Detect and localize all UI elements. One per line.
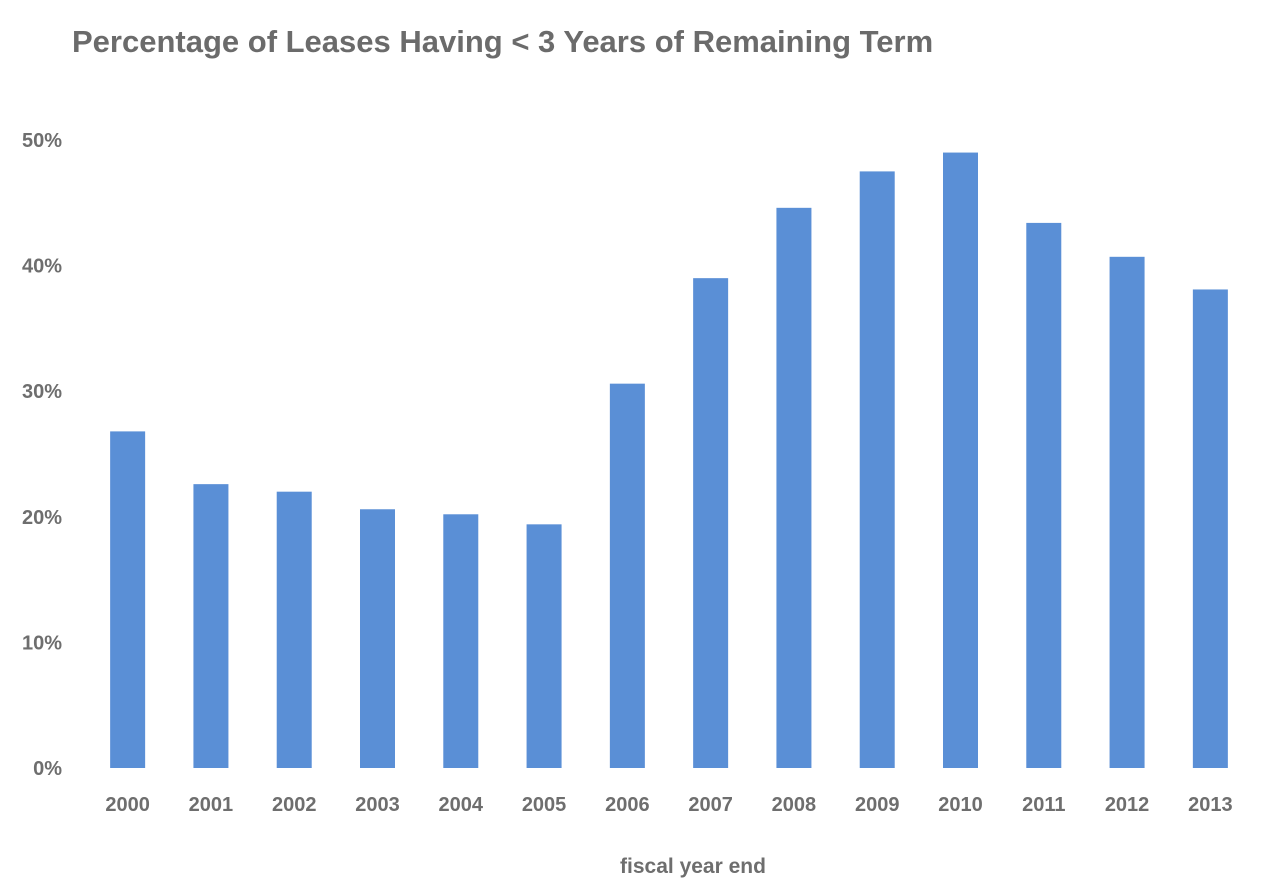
y-axis-ticks: 0% 10% 20% 30% 40% 50% <box>22 130 62 780</box>
x-tick-label: 2005 <box>522 794 567 816</box>
bar-2002 <box>276 491 312 768</box>
bar-2010 <box>943 152 978 768</box>
y-tick-label: 20% <box>22 507 62 529</box>
y-tick-label: 30% <box>22 381 62 403</box>
x-tick-label: 2001 <box>189 794 234 816</box>
x-axis-ticks: 2000 2001 2002 2003 2004 2005 2006 2007 2008 2009… <box>105 794 1232 816</box>
bar-2003 <box>360 509 395 768</box>
bar-2001 <box>193 484 229 768</box>
y-tick-label: 40% <box>22 256 62 278</box>
x-tick-label: 2006 <box>605 794 650 816</box>
chart-title: Percentage of Leases Having < 3 Years of… <box>72 24 934 59</box>
x-tick-label: 2012 <box>1105 794 1150 816</box>
bar-2007 <box>693 278 729 768</box>
bar-2008 <box>776 207 812 769</box>
x-tick-label: 2004 <box>439 794 484 816</box>
y-tick-label: 10% <box>22 632 62 654</box>
x-tick-label: 2007 <box>688 794 733 816</box>
y-tick-label: 50% <box>22 130 62 152</box>
x-tick-label: 2000 <box>105 794 150 816</box>
x-tick-label: 2009 <box>855 794 900 816</box>
bar-2000 <box>110 431 146 768</box>
x-tick-label: 2003 <box>355 794 400 816</box>
bar-2012 <box>1109 256 1145 768</box>
bar-2004 <box>443 514 479 768</box>
bar-2006 <box>609 383 645 768</box>
x-tick-label: 2008 <box>772 794 817 816</box>
bar-2009 <box>859 171 895 768</box>
bar-2011 <box>1026 222 1062 768</box>
bar-2013 <box>1192 289 1228 768</box>
x-tick-label: 2010 <box>938 794 983 816</box>
x-axis-title: fiscal year end <box>620 855 766 878</box>
x-tick-label: 2013 <box>1188 794 1233 816</box>
bars-group <box>110 152 1228 769</box>
x-tick-label: 2011 <box>1022 794 1065 816</box>
bar-2005 <box>526 524 562 768</box>
y-tick-label: 0% <box>33 758 62 780</box>
x-tick-label: 2002 <box>272 794 317 816</box>
